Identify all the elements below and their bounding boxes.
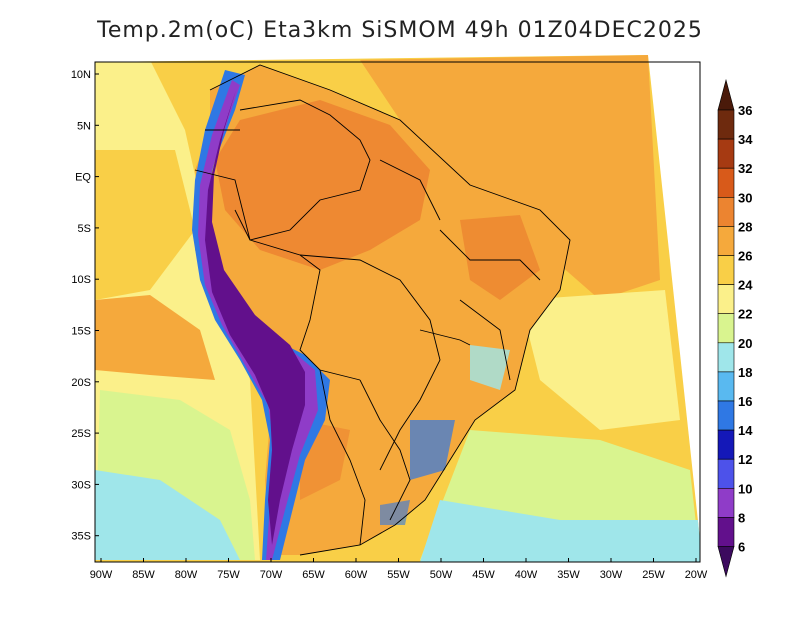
- map-title: Temp.2m(oC) Eta3km SiSMOM 49h 01Z04DEC20…: [97, 18, 703, 43]
- lon-label: 60W: [345, 569, 368, 581]
- lon-label: 70W: [260, 569, 283, 581]
- colorbar-label: 16: [738, 394, 752, 409]
- lat-label: 25S: [71, 428, 91, 440]
- colorbar: 36 34 32 30 28 26 24 22 20 18 16 14 12 10 8 6: [717, 78, 753, 578]
- colorbar-label: 22: [738, 307, 752, 322]
- lat-label: 10N: [71, 69, 91, 81]
- colorbar-band: [717, 226, 735, 256]
- lon-label: 40W: [515, 569, 538, 581]
- colorbar-band: [717, 197, 735, 227]
- colorbar-label: 28: [738, 219, 752, 234]
- lat-label: 10S: [71, 274, 91, 286]
- colorbar-band: [717, 429, 735, 460]
- colorbar-label: 12: [738, 452, 752, 467]
- colorbar-label: 32: [738, 161, 752, 176]
- colorbar-band: [717, 517, 735, 547]
- lon-label: 65W: [302, 569, 325, 581]
- lon-label: 90W: [90, 569, 113, 581]
- colorbar-band: [717, 400, 735, 431]
- lon-label: 85W: [132, 569, 155, 581]
- map-field: [95, 55, 700, 562]
- lat-label: 30S: [71, 479, 91, 491]
- colorbar-bottom-cap: [717, 546, 735, 578]
- colorbar-band: [717, 255, 735, 285]
- latitude-axis: 10N 5N EQ 5S 10S 15S 20S 25S 30S 35S: [71, 69, 99, 543]
- colorbar-band: [717, 138, 735, 169]
- map-frame: [94, 61, 701, 563]
- colorbar-label: 30: [738, 190, 752, 205]
- colorbar-label: 34: [738, 132, 753, 147]
- lon-label: 35W: [557, 569, 580, 581]
- lon-label: 20W: [685, 569, 708, 581]
- lat-label: 5S: [78, 223, 91, 235]
- colorbar-label: 8: [738, 510, 745, 525]
- colorbar-band: [717, 487, 735, 518]
- colorbar-label: 26: [738, 249, 752, 264]
- colorbar-label: 10: [738, 481, 752, 496]
- lat-label: 15S: [71, 326, 91, 338]
- colorbar-label: 6: [738, 540, 745, 555]
- lat-label: 5N: [77, 120, 91, 132]
- colorbar-label: 36: [738, 103, 752, 118]
- lon-label: 80W: [175, 569, 198, 581]
- colorbar-band: [717, 313, 735, 344]
- colorbar-band: [717, 342, 735, 373]
- colorbar-band: [717, 109, 735, 140]
- colorbar-label: 20: [738, 336, 752, 351]
- colorbar-label: 24: [738, 278, 753, 293]
- lon-label: 30W: [600, 569, 623, 581]
- colorbar-band: [717, 167, 735, 198]
- lat-label: 20S: [71, 377, 91, 389]
- lon-label: 75W: [217, 569, 240, 581]
- colorbar-top-cap: [717, 78, 735, 111]
- colorbar-band: [717, 458, 735, 489]
- lon-label: 25W: [642, 569, 665, 581]
- longitude-axis: 90W 85W 80W 75W 70W 65W 60W 55W 50W 45W 40W 35W 30W 2…: [90, 558, 708, 581]
- country-borders: [194, 64, 571, 556]
- lat-label: 35S: [71, 531, 91, 543]
- lon-label: 50W: [430, 569, 453, 581]
- colorbar-band: [717, 284, 735, 315]
- colorbar-label: 14: [738, 423, 753, 438]
- lon-label: 45W: [472, 569, 495, 581]
- colorbar-label: 18: [738, 365, 752, 380]
- lat-label: EQ: [75, 172, 91, 184]
- lon-label: 55W: [387, 569, 410, 581]
- colorbar-band: [717, 371, 735, 402]
